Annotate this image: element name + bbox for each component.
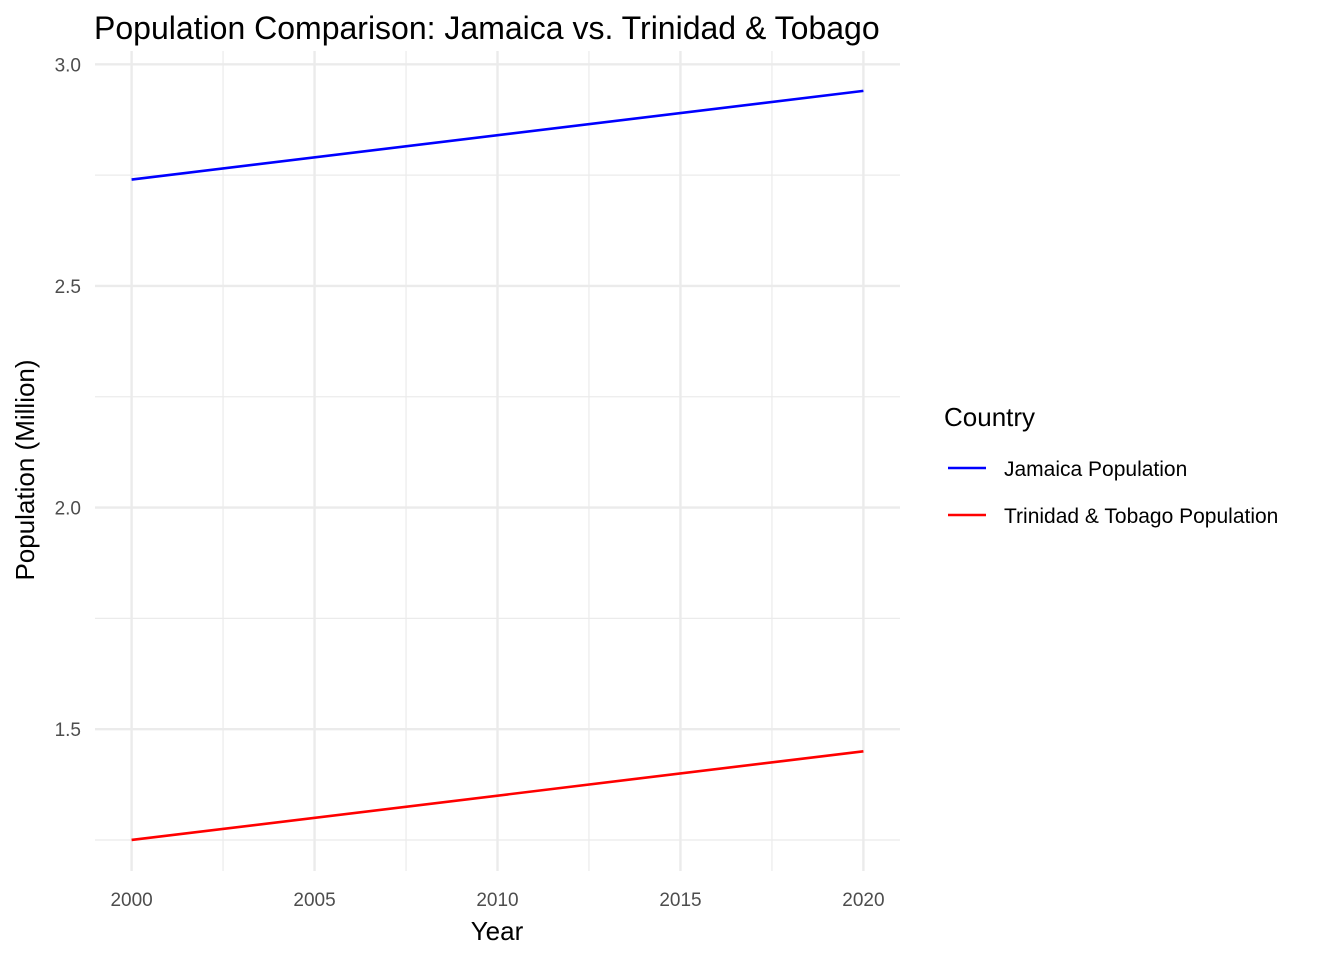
y-axis-ticks: 1.5 2.0 2.5 3.0 xyxy=(55,55,81,741)
series-lines xyxy=(131,89,864,842)
legend-items: Jamaica Population Trinidad & Tobago Popu… xyxy=(948,458,1278,528)
y-axis-title: Population (Million) xyxy=(10,359,40,580)
x-tick-label: 2015 xyxy=(659,890,701,911)
legend-label-2: Trinidad & Tobago Population xyxy=(1004,505,1278,528)
x-axis-ticks: 2000 2005 2010 2015 2020 xyxy=(110,890,884,911)
legend-title: Country xyxy=(944,402,1035,432)
x-tick-label: 2020 xyxy=(842,890,884,911)
series-line-2 xyxy=(131,750,864,842)
legend: Country Jamaica Population Trinidad & Tob… xyxy=(944,402,1278,528)
x-tick-label: 2010 xyxy=(476,890,518,911)
y-tick-label: 2.5 xyxy=(55,277,81,298)
y-tick-label: 2.0 xyxy=(55,499,81,520)
x-axis-title: Year xyxy=(471,916,524,946)
x-tick-label: 2000 xyxy=(110,890,152,911)
y-tick-label: 1.5 xyxy=(55,720,81,741)
major-gridlines xyxy=(95,51,900,871)
y-tick-label: 3.0 xyxy=(55,55,81,76)
legend-label-1: Jamaica Population xyxy=(1004,458,1187,481)
chart-title: Population Comparison: Jamaica vs. Trini… xyxy=(94,10,880,46)
x-tick-label: 2005 xyxy=(293,890,335,911)
series-line-1 xyxy=(131,89,864,181)
